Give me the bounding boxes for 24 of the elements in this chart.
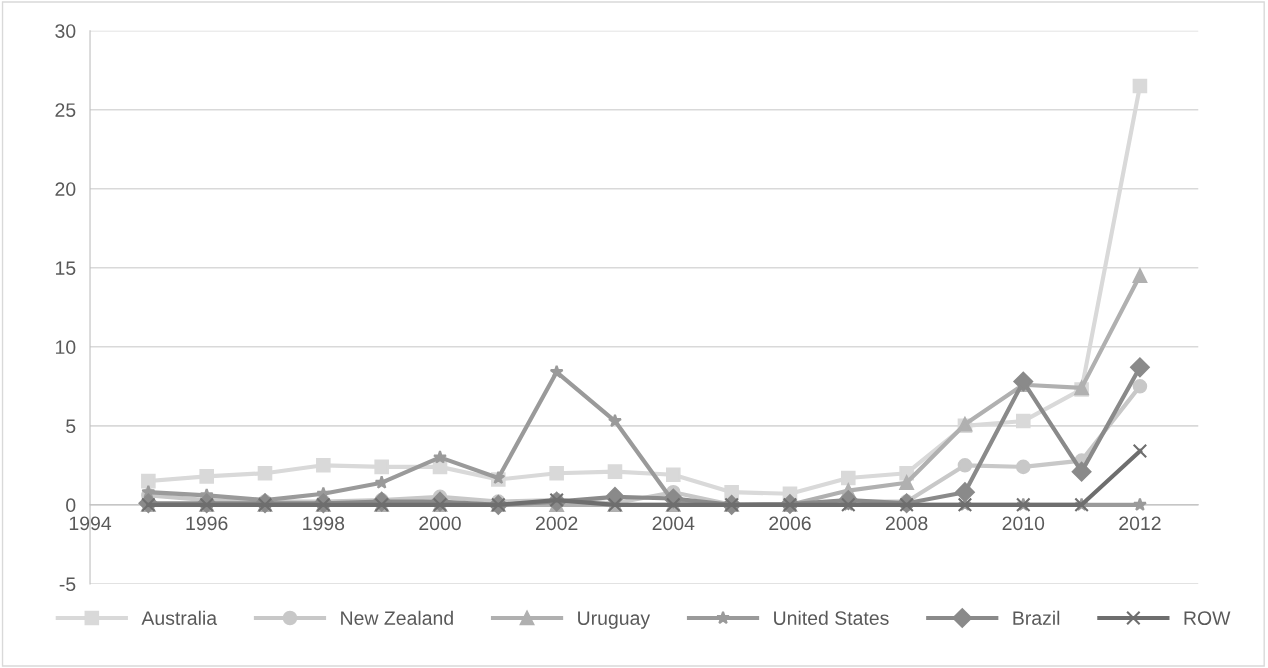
- x-tick-label: 1998: [303, 516, 345, 531]
- y-tick-label: 30: [55, 24, 76, 38]
- y-tick-label: 25: [55, 103, 76, 117]
- x-tick-label: 2004: [652, 516, 695, 531]
- x-tick-label: 2008: [885, 516, 928, 531]
- y-tick-label: 0: [66, 498, 76, 513]
- legend-label: Australia: [141, 610, 218, 625]
- y-tick-label: 5: [66, 419, 76, 434]
- x-tick-label: 2000: [419, 516, 461, 531]
- y-tick-label: -5: [59, 577, 76, 592]
- y-tick-label: 15: [56, 261, 76, 276]
- legend-label: United States: [774, 610, 889, 625]
- x-tick-label: 2012: [1119, 516, 1161, 531]
- x-tick-label: 2006: [769, 516, 811, 531]
- x-tick-label: 1996: [186, 516, 228, 531]
- x-tick-label: 2010: [1002, 516, 1045, 531]
- x-tick-label: 1994: [69, 516, 112, 531]
- legend-label: Uruguay: [578, 611, 651, 629]
- y-tick-label: 20: [55, 182, 76, 196]
- y-tick-label: 10: [56, 340, 76, 355]
- legend-label: ROW: [1184, 611, 1231, 625]
- legend-label: Brazil: [1013, 610, 1060, 625]
- legend-label: New Zealand: [341, 610, 453, 625]
- x-tick-label: 2002: [536, 516, 578, 531]
